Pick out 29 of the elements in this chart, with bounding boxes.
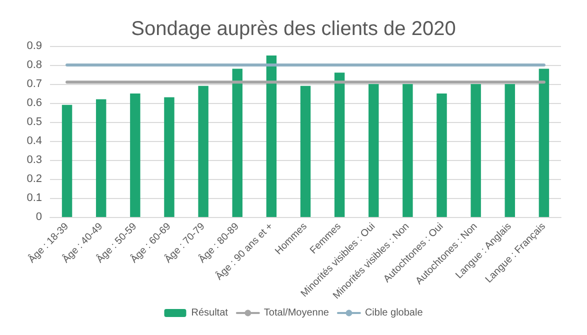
bar — [164, 97, 174, 217]
y-tick-label: 0.4 — [26, 135, 42, 147]
y-tick-label: 0.9 — [26, 40, 42, 52]
bar — [504, 84, 516, 217]
y-tick-label: 0.5 — [26, 116, 42, 128]
y-tick-label: 0.3 — [26, 154, 42, 166]
bar — [62, 104, 72, 217]
y-tick-label: 0.1 — [26, 192, 42, 204]
bar — [130, 94, 140, 217]
y-tick-label: 0.2 — [26, 173, 42, 185]
bar — [96, 99, 106, 217]
legend-label: Résultat — [191, 308, 228, 318]
legend-label: Cible globale — [364, 308, 424, 318]
bar — [232, 68, 242, 217]
bar — [402, 84, 413, 217]
bar — [198, 86, 208, 217]
y-tick-label: 0 — [36, 211, 42, 223]
bar — [266, 56, 277, 217]
bar — [436, 94, 447, 217]
bar — [300, 86, 311, 217]
bar — [334, 72, 345, 217]
bar — [470, 84, 481, 217]
bar — [538, 68, 550, 217]
chart-title: Sondage auprès des clients de 2020 — [131, 18, 456, 40]
y-tick-label: 0.6 — [26, 97, 42, 109]
bar — [368, 84, 379, 217]
legend-label: Total/Moyenne — [264, 308, 330, 318]
y-tick-label: 0.8 — [26, 59, 42, 71]
y-tick-label: 0.7 — [26, 78, 42, 90]
